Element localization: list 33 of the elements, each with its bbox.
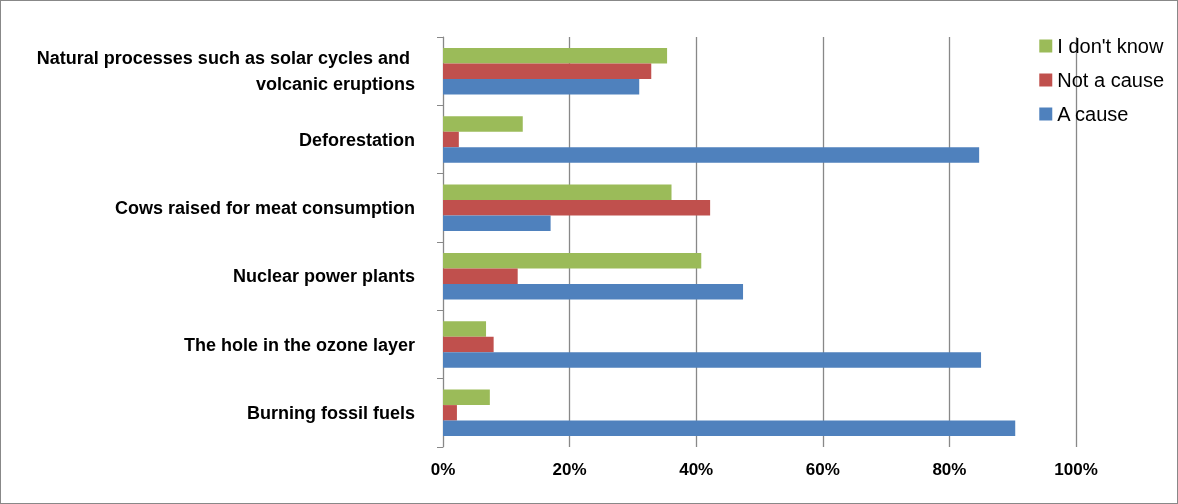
- bar: [443, 116, 523, 132]
- x-tick-label: 0%: [430, 460, 456, 479]
- bar: [443, 405, 457, 421]
- bar: [443, 131, 459, 148]
- y-tick-label: Nuclear power plants: [232, 266, 415, 287]
- bar: [443, 352, 982, 368]
- bar: [443, 420, 1016, 437]
- legend-label: A cause: [1057, 103, 1129, 125]
- bar: [443, 283, 744, 300]
- bar: [443, 63, 652, 79]
- bar: [443, 200, 711, 216]
- bar: [443, 268, 518, 284]
- bar: [443, 78, 640, 95]
- y-tick-label: Natural processes such as solar cycles and volcanic eruptions: [36, 48, 415, 95]
- bar: [443, 147, 980, 163]
- bar: [443, 389, 490, 406]
- x-tick-label: 80%: [932, 460, 967, 479]
- y-tick-label: The hole in the ozone layer: [183, 334, 415, 355]
- bar: [443, 252, 702, 269]
- bar: [443, 215, 551, 232]
- x-tick-label: 20%: [552, 460, 587, 479]
- legend-label: I don't know: [1057, 35, 1164, 57]
- y-tick-label: Cows raised for meat consumption: [114, 197, 415, 218]
- legend-label: Not a cause: [1057, 69, 1165, 91]
- y-tick-label: Deforestation: [298, 129, 415, 150]
- x-tick-label: 100%: [1054, 460, 1098, 479]
- bar: [443, 47, 668, 64]
- x-tick-label: 60%: [805, 460, 840, 479]
- x-tick-label: 40%: [679, 460, 714, 479]
- y-tick-label: Burning fossil fuels: [246, 402, 415, 423]
- bar: [443, 184, 672, 201]
- bar: [443, 336, 494, 353]
- bar: [443, 321, 487, 337]
